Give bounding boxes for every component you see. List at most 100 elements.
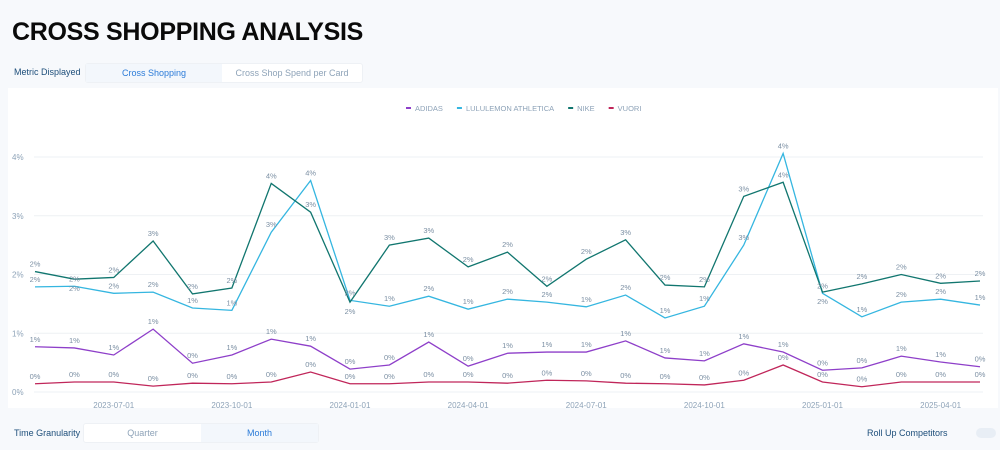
data-label: 2%: [975, 269, 986, 278]
data-label: 1%: [226, 298, 237, 307]
data-label: 2%: [935, 271, 946, 280]
data-label: 2%: [541, 290, 552, 299]
data-label: 2%: [541, 274, 552, 283]
data-label: 1%: [620, 329, 631, 338]
data-label: 1%: [69, 336, 80, 345]
data-label: 2%: [817, 281, 828, 290]
data-label: 1%: [699, 294, 710, 303]
page-title: CROSS SHOPPING ANALYSIS: [12, 18, 364, 46]
data-label: 0%: [975, 355, 986, 364]
data-label: 2%: [502, 287, 513, 296]
data-label: 0%: [423, 370, 434, 379]
legend-label: NIKE: [577, 104, 595, 113]
x-tick-label: 2024-01-01: [330, 401, 371, 408]
data-label: 0%: [896, 370, 907, 379]
metric-label: Metric Displayed: [14, 67, 81, 77]
metric-toggle: Cross Shopping Cross Shop Spend per Card: [85, 63, 363, 83]
data-label: 4%: [778, 170, 789, 179]
data-label: 1%: [30, 335, 41, 344]
data-label: 2%: [896, 263, 907, 272]
data-label: 2%: [856, 272, 867, 281]
x-tick-label: 2024-04-01: [448, 401, 489, 408]
data-label: 2%: [69, 284, 80, 293]
data-label: 0%: [69, 370, 80, 379]
data-label: 1%: [463, 297, 474, 306]
x-tick-label: 2024-07-01: [566, 401, 607, 408]
data-label: 0%: [817, 358, 828, 367]
data-label: 1%: [660, 306, 671, 315]
data-label: 2%: [423, 284, 434, 293]
y-tick-label: 4%: [12, 153, 24, 162]
data-label: 1%: [187, 296, 198, 305]
data-label: 1%: [541, 340, 552, 349]
chart-card: 0% 1% 2% 3% 4% 2023-07-01 2023-10-01 2024-01-01…: [8, 88, 998, 410]
data-label: 1%: [423, 330, 434, 339]
data-label: 0%: [541, 368, 552, 377]
data-label: 0%: [856, 375, 867, 384]
data-label: 1%: [266, 327, 277, 336]
data-label: 2%: [345, 288, 356, 297]
data-label: 0%: [581, 369, 592, 378]
data-label: 2%: [30, 275, 41, 284]
data-label: 3%: [738, 233, 749, 242]
data-label: 1%: [935, 350, 946, 359]
data-label: 3%: [305, 200, 316, 209]
data-label: 0%: [463, 354, 474, 363]
data-label: 2%: [226, 276, 237, 285]
data-label: 2%: [581, 247, 592, 256]
data-label: 0%: [935, 370, 946, 379]
data-label: 1%: [581, 340, 592, 349]
data-label: 4%: [266, 171, 277, 180]
data-label: 2%: [463, 255, 474, 264]
data-label: 0%: [345, 357, 356, 366]
data-label: 2%: [935, 287, 946, 296]
y-tick-label: 1%: [12, 329, 24, 338]
metric-cross-shopping[interactable]: Cross Shopping: [86, 64, 222, 82]
data-label: 0%: [305, 360, 316, 369]
x-tick-label: 2023-07-01: [93, 401, 134, 408]
data-label: 0%: [660, 372, 671, 381]
data-label: 2%: [620, 283, 631, 292]
data-label: 0%: [502, 371, 513, 380]
data-label: 1%: [581, 295, 592, 304]
line-chart: 0% 1% 2% 3% 4% 2023-07-01 2023-10-01 2024-01-01…: [12, 104, 986, 410]
metric-spend-per-card[interactable]: Cross Shop Spend per Card: [235, 68, 349, 78]
series-line-lululemon-athletica: [34, 151, 981, 319]
granularity-month[interactable]: Month: [201, 424, 318, 442]
data-label: 2%: [108, 265, 119, 274]
data-label: 1%: [384, 294, 395, 303]
data-label: 2%: [502, 240, 513, 249]
data-label: 0%: [187, 371, 198, 380]
rollup-label: Roll Up Competitors: [867, 428, 948, 438]
data-label: 2%: [699, 275, 710, 284]
data-label: 0%: [187, 351, 198, 360]
data-label: 3%: [620, 228, 631, 237]
data-label: 2%: [896, 290, 907, 299]
y-tick-label: 3%: [12, 212, 24, 221]
data-label: 0%: [384, 372, 395, 381]
x-tick-label: 2025-01-01: [802, 401, 843, 408]
x-tick-label: 2023-10-01: [211, 401, 252, 408]
data-label: 1%: [778, 340, 789, 349]
legend-label: VUORI: [618, 104, 642, 113]
data-label: 0%: [817, 370, 828, 379]
data-label: 3%: [266, 220, 277, 229]
data-label: 2%: [69, 274, 80, 283]
data-label: 0%: [738, 368, 749, 377]
data-label: 3%: [738, 184, 749, 193]
series-line-nike: [34, 181, 981, 304]
data-label: 1%: [975, 293, 986, 302]
data-label: 1%: [502, 341, 513, 350]
data-label: 0%: [266, 370, 277, 379]
data-label: 1%: [856, 305, 867, 314]
series-line-vuori: [34, 364, 980, 388]
granularity-label: Time Granularity: [14, 428, 81, 438]
granularity-quarter[interactable]: Quarter: [127, 428, 158, 438]
y-tick-label: 0%: [12, 388, 24, 397]
rollup-toggle[interactable]: [976, 428, 996, 438]
data-label: 0%: [699, 373, 710, 382]
data-label: 0%: [148, 374, 159, 383]
data-label: 0%: [975, 370, 986, 379]
data-label: 2%: [187, 282, 198, 291]
data-label: 1%: [699, 349, 710, 358]
